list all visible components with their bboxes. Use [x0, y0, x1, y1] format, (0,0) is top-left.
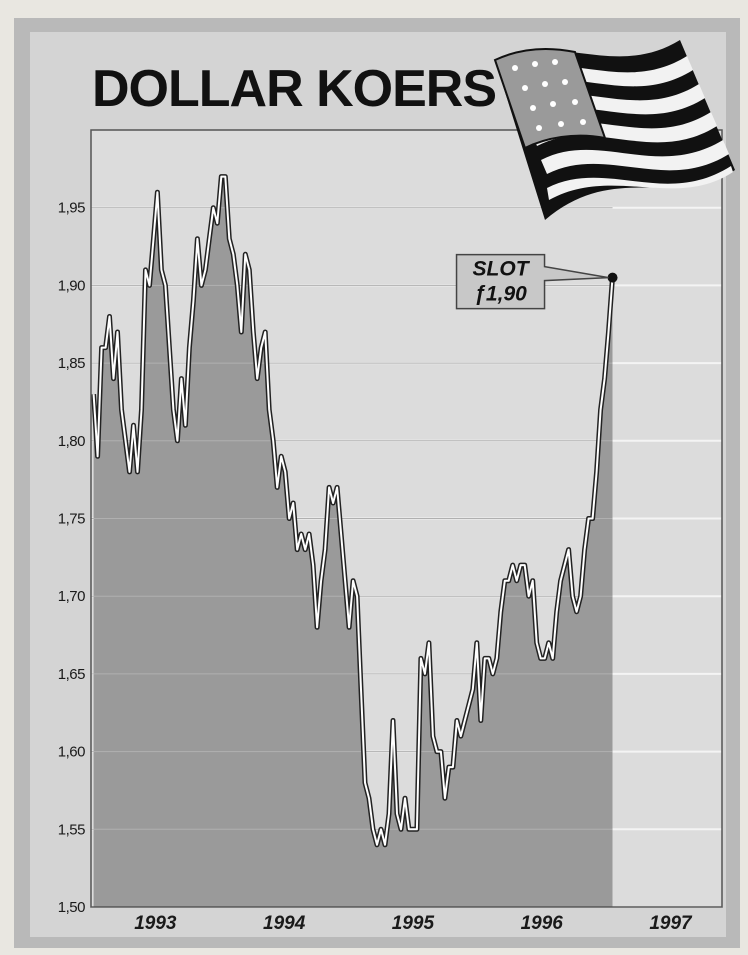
- chart: 1,50 1,55 1,60 1,65 1,70 1,75 1,80 1,85 1,90 1,95…: [0, 0, 748, 955]
- end-point: [608, 273, 618, 283]
- y-tick-label: 1,55: [58, 821, 85, 838]
- y-tick-label: 1,60: [58, 744, 85, 761]
- plot-area: 1,50 1,55 1,60 1,65 1,70 1,75 1,80 1,85 1,90 1,95…: [58, 130, 722, 934]
- x-tick-label: 1994: [263, 913, 306, 934]
- y-tick-label: 1,80: [58, 433, 85, 450]
- chart-title: DOLLAR KOERS: [92, 60, 496, 118]
- y-tick-label: 1,75: [58, 511, 85, 528]
- y-tick-label: 1,85: [58, 355, 85, 372]
- y-tick-label: 1,95: [58, 200, 85, 217]
- x-tick-label: 1996: [521, 913, 564, 934]
- y-tick-label: 1,70: [58, 588, 85, 605]
- x-tick-label: 1997: [649, 913, 693, 934]
- y-tick-label: 1,50: [58, 899, 85, 916]
- x-tick-label: 1995: [392, 913, 435, 934]
- x-tick-label: 1993: [134, 913, 177, 934]
- y-tick-label: 1,90: [58, 277, 85, 294]
- y-tick-label: 1,65: [58, 666, 85, 683]
- annotation-text: ƒ1,90: [474, 283, 527, 306]
- annotation-text: SLOT: [473, 258, 531, 281]
